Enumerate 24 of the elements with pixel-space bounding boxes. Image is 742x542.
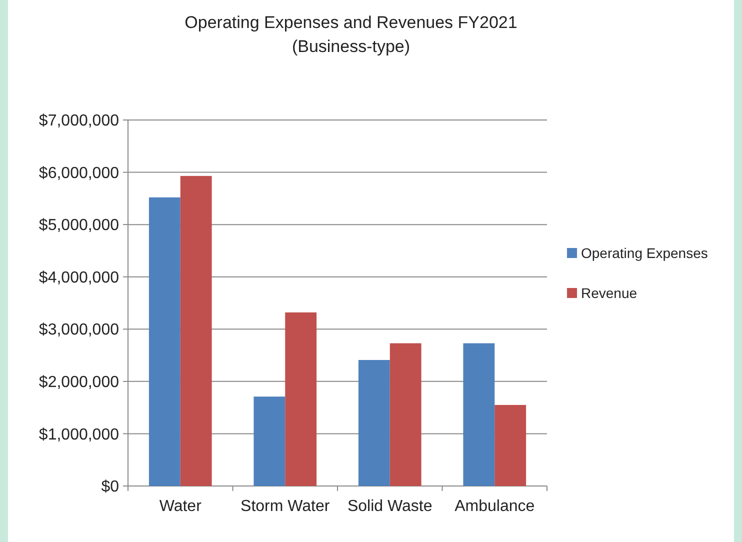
y-tick-label: $0 <box>101 478 120 496</box>
x-tick-label: Ambulance <box>454 498 535 515</box>
legend-label: Operating Expenses <box>581 244 708 261</box>
y-tick-label: $2,000,000 <box>38 374 120 392</box>
bar <box>285 312 317 486</box>
chart-title: Operating Expenses and Revenues FY2021 <box>184 13 518 32</box>
y-tick-label: $1,000,000 <box>38 426 120 444</box>
bar <box>390 343 422 486</box>
bar <box>148 197 180 486</box>
x-tick-label: Storm Water <box>240 498 330 515</box>
y-tick-label: $4,000,000 <box>38 269 120 286</box>
y-tick-label: $3,000,000 <box>38 322 120 339</box>
x-tick-label: Water <box>159 498 202 515</box>
x-tick-label: Solid Waste <box>347 498 432 515</box>
bar <box>358 360 390 486</box>
bar <box>463 343 495 486</box>
y-tick-label: $6,000,000 <box>38 164 120 182</box>
bar <box>254 396 286 486</box>
bar <box>494 404 526 486</box>
chart-subtitle: (Business-type) <box>292 37 410 56</box>
legend-label: Revenue <box>581 284 638 301</box>
bar <box>180 176 212 486</box>
y-tick-label: $5,000,000 <box>38 217 120 234</box>
y-tick-label: $7,000,000 <box>38 112 120 130</box>
